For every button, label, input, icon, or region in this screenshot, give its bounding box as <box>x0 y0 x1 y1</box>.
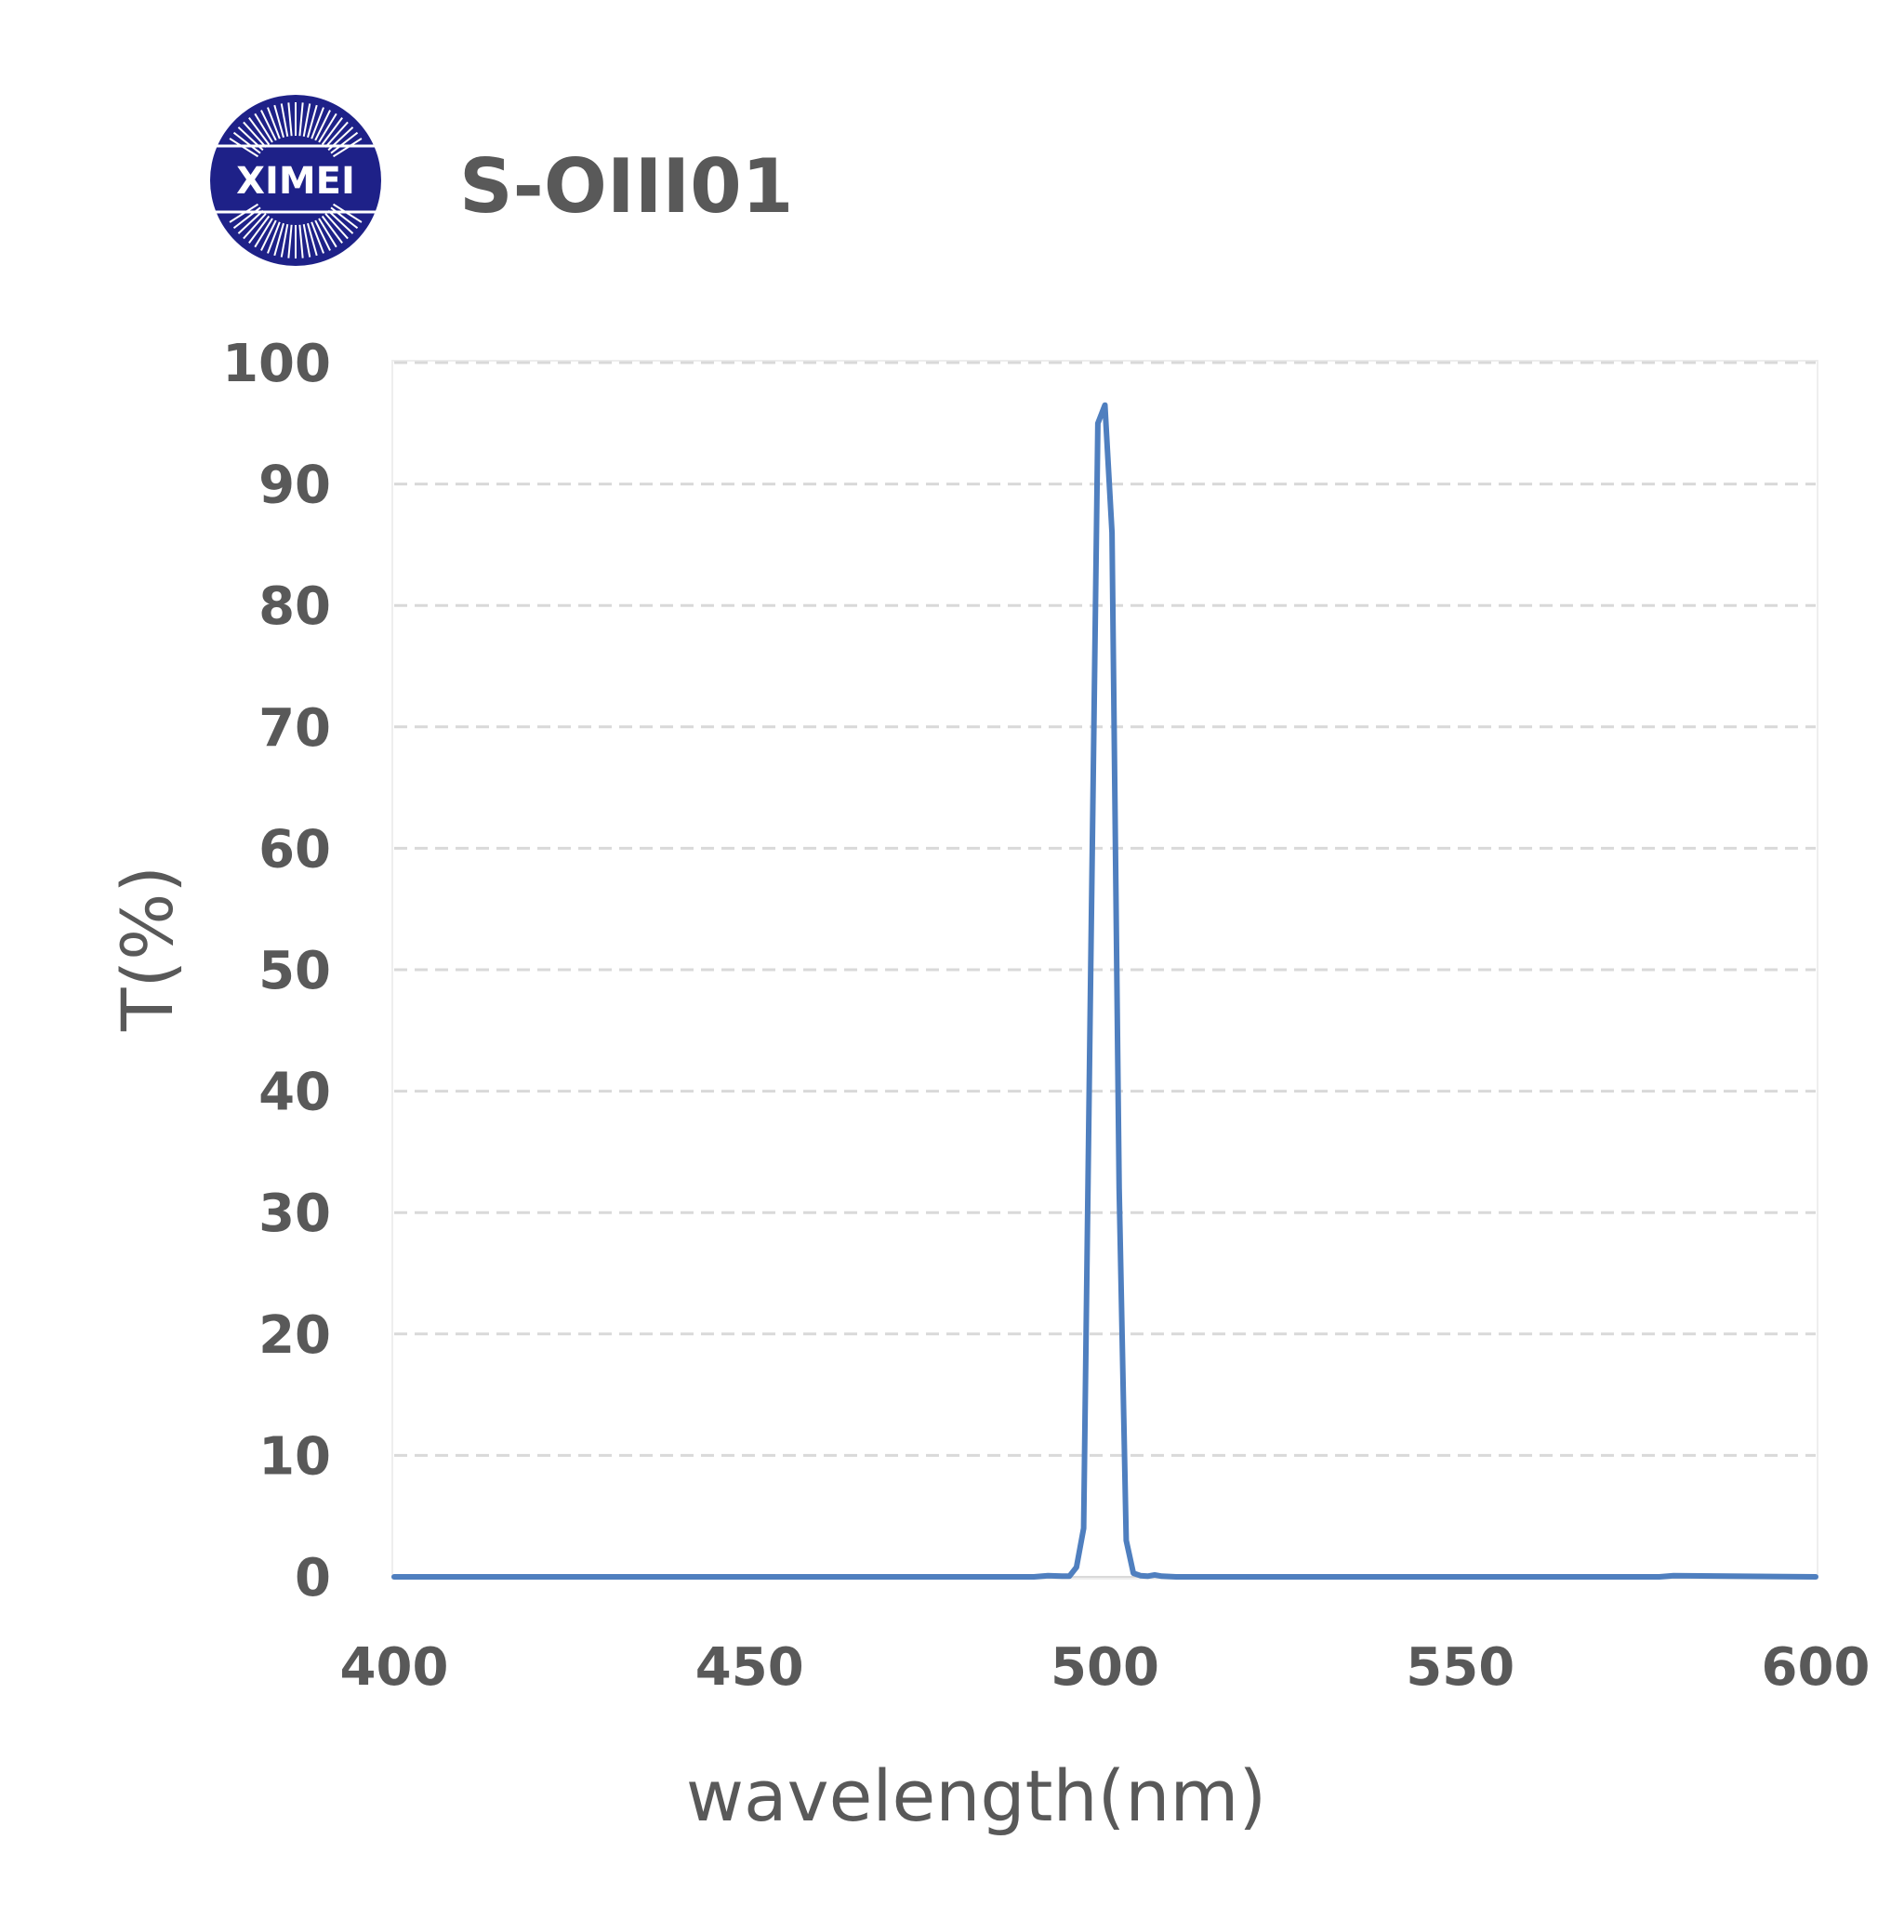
x-tick-label: 550 <box>1406 1637 1514 1698</box>
x-tick-label: 600 <box>1762 1637 1871 1698</box>
y-tick-label: 60 <box>258 819 331 880</box>
logo-ray <box>243 213 267 240</box>
logo-ray <box>273 104 284 139</box>
logo-ray <box>298 102 304 137</box>
logo-ray <box>229 138 259 158</box>
y-tick-label: 80 <box>258 576 331 637</box>
series-point <box>1075 1566 1078 1568</box>
series-point <box>393 1576 395 1578</box>
logo-ray <box>260 110 277 141</box>
ximei-logo: XIMEI <box>210 95 381 266</box>
logo-ray <box>267 107 281 139</box>
y-tick-label: 20 <box>258 1305 331 1366</box>
y-tick-label: 30 <box>258 1184 331 1244</box>
series-point <box>1132 1572 1135 1575</box>
y-axis-title: T(%) <box>106 866 189 1032</box>
y-tick-label: 0 <box>295 1548 331 1608</box>
logo-ray <box>298 224 304 258</box>
series-point <box>1082 1527 1085 1529</box>
series-point <box>748 1576 751 1578</box>
logo-ray <box>327 209 354 234</box>
transmission-series-line <box>391 402 1818 1580</box>
series-point <box>1139 1574 1142 1577</box>
logo-ray <box>248 117 271 146</box>
series-point <box>1111 531 1114 534</box>
logo-ray <box>280 224 289 258</box>
series-point <box>1459 1576 1461 1578</box>
chart-title: S-OIII01 <box>459 143 793 230</box>
series-point <box>1033 1576 1036 1578</box>
logo-ray <box>324 121 349 148</box>
logo-ray <box>243 121 267 148</box>
logo-ray <box>311 107 324 139</box>
logo-ray <box>321 215 343 244</box>
logo-ray <box>318 112 337 143</box>
logo-ray <box>314 219 331 251</box>
series-point <box>1047 1574 1050 1577</box>
x-tick-label: 400 <box>340 1637 449 1698</box>
logo-ray <box>267 221 281 254</box>
logo-ray <box>314 110 331 141</box>
y-tick-label: 70 <box>258 698 331 759</box>
y-tick-label: 10 <box>258 1426 331 1487</box>
logo-ray <box>237 209 264 234</box>
logo-ray <box>311 221 324 254</box>
logo-circle <box>210 95 381 266</box>
logo-ray <box>302 103 311 137</box>
series-point <box>1061 1575 1064 1578</box>
logo-ray <box>232 131 261 154</box>
series-point <box>1117 1187 1120 1190</box>
series-point <box>1154 1574 1157 1577</box>
plot-area <box>391 360 1818 1580</box>
x-axis-title: wavelength(nm) <box>686 1754 1266 1837</box>
logo-ray <box>280 103 289 137</box>
x-tick-labels: 400 450 500 550 600 <box>340 1637 1871 1698</box>
x-tick-label: 500 <box>1051 1637 1159 1698</box>
logo-ray <box>287 102 293 137</box>
logo-ray <box>254 218 273 248</box>
series-point <box>1146 1575 1149 1578</box>
series-point <box>1174 1576 1177 1578</box>
series-point <box>1246 1576 1249 1578</box>
logo-ray <box>254 112 273 143</box>
series-point <box>1815 1576 1817 1578</box>
series-point <box>1673 1574 1675 1577</box>
y-tick-labels: 0 10 20 30 40 50 60 70 80 90 100 <box>222 334 331 1608</box>
series-point <box>1658 1576 1660 1578</box>
series-point <box>1096 422 1099 425</box>
series-points <box>393 404 1817 1578</box>
y-tick-label: 90 <box>258 456 331 516</box>
logo-rays-icon <box>229 102 363 258</box>
logo-ray <box>321 117 343 146</box>
logo-ray <box>307 104 318 139</box>
logo-ray <box>287 224 293 258</box>
y-tick-label: 40 <box>258 1063 331 1123</box>
series-point <box>1125 1539 1128 1542</box>
logo-ray <box>330 131 359 154</box>
logo-ray <box>324 213 349 240</box>
series-point <box>1104 404 1106 406</box>
y-tick-label: 100 <box>222 334 331 394</box>
logo-ray <box>260 219 277 251</box>
logo-ray <box>318 218 337 248</box>
logo-ray <box>307 222 318 257</box>
logo-ray <box>248 215 271 244</box>
series-point <box>1160 1575 1163 1578</box>
logo-text: XIMEI <box>236 160 355 203</box>
y-tick-label: 50 <box>258 941 331 1001</box>
logo-ray <box>332 138 363 158</box>
series-point <box>1068 1575 1071 1578</box>
series-point <box>1090 969 1092 971</box>
grid-lines <box>394 361 1816 1457</box>
logo-ray <box>273 222 284 257</box>
logo-ray <box>302 224 311 258</box>
x-tick-label: 450 <box>695 1637 804 1698</box>
